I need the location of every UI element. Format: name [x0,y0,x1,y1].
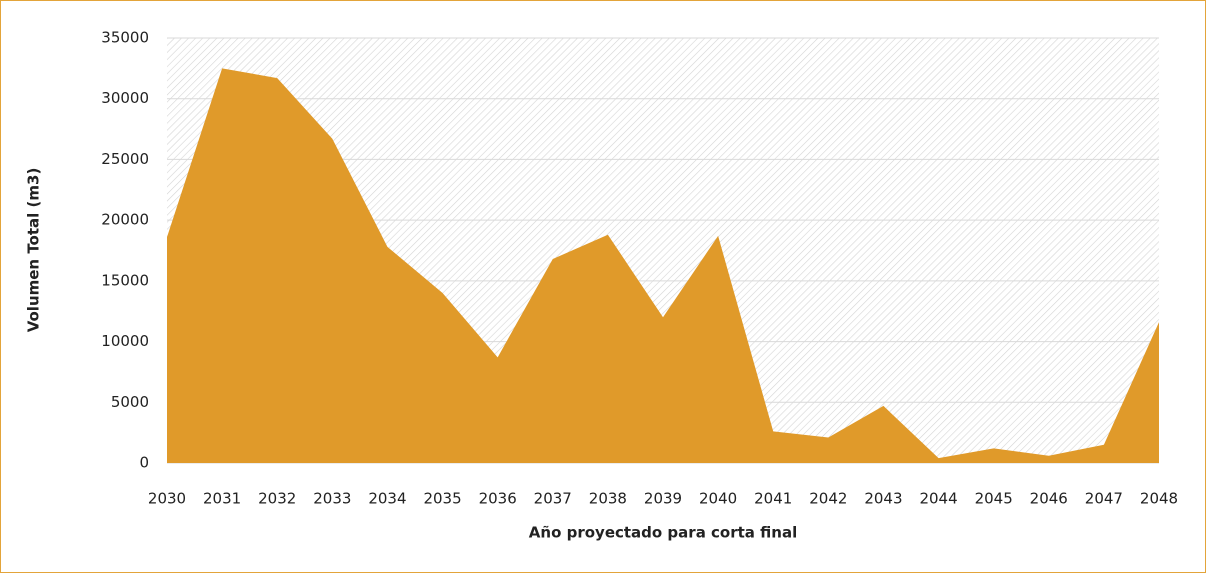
y-tick-label: 15000 [101,271,149,289]
y-tick-label: 0 [139,454,149,472]
x-tick-label: 2045 [975,490,1013,508]
x-tick-label: 2047 [1085,490,1123,508]
x-tick-label: 2034 [368,490,406,508]
area [167,68,1159,463]
x-tick-label: 2048 [1140,490,1178,508]
y-tick-label: 25000 [101,150,149,168]
x-tick-label: 2043 [864,490,902,508]
x-tick-label: 2040 [699,490,737,508]
x-tick-label: 2030 [148,490,186,508]
x-tick-label: 2042 [809,490,847,508]
x-tick-label: 2039 [644,490,682,508]
x-tick-label: 2041 [754,490,792,508]
x-tick-label: 2046 [1030,490,1068,508]
y-tick-label: 30000 [101,89,149,107]
y-tick-label: 20000 [101,211,149,229]
x-tick-label: 2035 [423,490,461,508]
y-tick-label: 35000 [101,29,149,47]
x-tick-label: 2038 [589,490,627,508]
y-tick-label: 5000 [111,393,149,411]
x-tick-label: 2037 [534,490,572,508]
x-tick-label: 2031 [203,490,241,508]
x-tick-label: 2033 [313,490,351,508]
x-tick-label: 2036 [479,490,517,508]
x-tick-label: 2044 [919,490,957,508]
y-axis-title: Volumen Total (m3) [25,168,43,333]
x-tick-label: 2032 [258,490,296,508]
x-axis-title: Año proyectado para corta final [529,524,797,542]
y-tick-label: 10000 [101,332,149,350]
